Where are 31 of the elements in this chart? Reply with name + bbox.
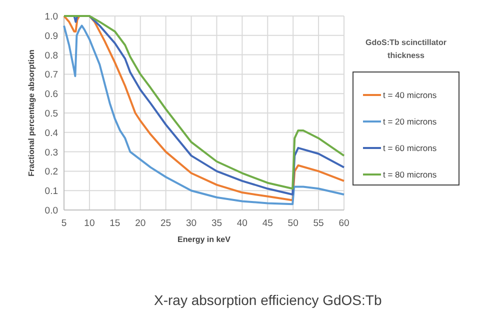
x-tick-label: 25 <box>160 218 172 229</box>
x-tick-label: 50 <box>288 218 298 229</box>
y-tick-label: 1.0 <box>44 12 58 22</box>
y-tick-label: 0.3 <box>44 147 58 158</box>
x-tick-label: 40 <box>236 218 248 229</box>
x-tick-label: 35 <box>211 218 222 229</box>
legend-label: t = 20 microns <box>383 116 437 126</box>
y-tick-label: 0.8 <box>44 50 58 62</box>
y-tick-label: 0.5 <box>44 108 58 120</box>
x-tick-label: 10 <box>84 218 95 229</box>
y-tick-label: 0.6 <box>44 89 58 100</box>
x-tick-label: 15 <box>110 218 120 229</box>
y-tick-label: 0.1 <box>44 186 58 198</box>
x-tick-label: 5 <box>61 218 67 229</box>
x-tick-label: 55 <box>313 218 324 229</box>
legend-label: t = 60 microns <box>383 143 437 153</box>
y-tick-label: 0.2 <box>44 166 58 178</box>
y-tick-label: 0.7 <box>44 70 58 81</box>
legend-label: t = 80 microns <box>383 170 437 180</box>
x-tick-label: 30 <box>186 218 197 229</box>
x-axis-title: Energy in keV <box>178 235 232 244</box>
legend-label: t = 40 microns <box>383 90 437 100</box>
y-tick-label: 0.9 <box>44 30 58 42</box>
legend-title: GdoS:Tb scinctillator thickness <box>366 38 446 60</box>
y-axis-title: Fractional percentage absorption <box>27 50 36 176</box>
x-tick-label: 45 <box>262 218 273 229</box>
x-tick-label: 20 <box>135 218 146 229</box>
y-tick-label: 0.0 <box>44 206 58 216</box>
text: X-ray absorption efficiency GdOS:Tb <box>154 292 382 308</box>
x-tick-label: 60 <box>338 218 350 229</box>
y-tick-label: 0.4 <box>44 128 58 139</box>
